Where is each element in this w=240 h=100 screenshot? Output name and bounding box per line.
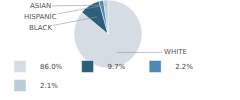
svg-text:BLACK: BLACK <box>29 24 52 32</box>
svg-text:2.2%: 2.2% <box>175 63 193 71</box>
svg-text:86.0%: 86.0% <box>40 63 63 71</box>
svg-text:9.7%: 9.7% <box>108 63 126 71</box>
svg-text:ASIAN: ASIAN <box>30 2 51 10</box>
svg-text:WHITE: WHITE <box>164 48 187 56</box>
svg-text:HISPANIC: HISPANIC <box>24 13 57 21</box>
svg-text:2.1%: 2.1% <box>40 82 58 90</box>
